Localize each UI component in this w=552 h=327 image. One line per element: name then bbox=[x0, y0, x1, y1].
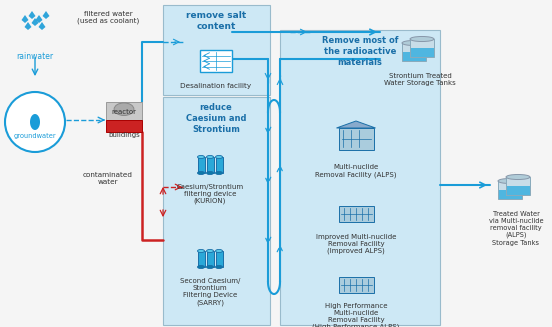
Text: buildings: buildings bbox=[108, 132, 140, 138]
Ellipse shape bbox=[206, 171, 214, 175]
Text: reactor: reactor bbox=[112, 109, 136, 115]
Text: Caesium/Strontium
filtering device
(KURION): Caesium/Strontium filtering device (KURI… bbox=[177, 184, 243, 204]
FancyBboxPatch shape bbox=[163, 5, 270, 95]
Text: Second Caesium/
Strontium
Filtering Device
(SARRY): Second Caesium/ Strontium Filtering Devi… bbox=[180, 278, 240, 305]
Text: reduce
Caesium and
Strontium: reduce Caesium and Strontium bbox=[186, 103, 246, 134]
Polygon shape bbox=[22, 15, 29, 23]
FancyBboxPatch shape bbox=[198, 157, 204, 173]
FancyBboxPatch shape bbox=[206, 157, 214, 173]
Circle shape bbox=[5, 92, 65, 152]
Ellipse shape bbox=[402, 41, 426, 45]
FancyBboxPatch shape bbox=[338, 206, 374, 222]
Polygon shape bbox=[43, 11, 50, 19]
Text: contaminated
water: contaminated water bbox=[83, 172, 133, 185]
FancyBboxPatch shape bbox=[215, 157, 222, 173]
FancyBboxPatch shape bbox=[338, 128, 374, 150]
Polygon shape bbox=[30, 114, 40, 130]
Polygon shape bbox=[39, 22, 45, 30]
FancyBboxPatch shape bbox=[106, 102, 142, 120]
Text: rainwater: rainwater bbox=[17, 52, 54, 61]
FancyBboxPatch shape bbox=[215, 251, 222, 267]
Polygon shape bbox=[35, 15, 43, 23]
Text: Desalination facility: Desalination facility bbox=[181, 83, 252, 89]
Text: Remove most of
the radioactive
materials: Remove most of the radioactive materials bbox=[322, 36, 398, 67]
Ellipse shape bbox=[206, 266, 214, 268]
Polygon shape bbox=[24, 22, 31, 30]
Polygon shape bbox=[402, 43, 426, 61]
FancyBboxPatch shape bbox=[338, 277, 374, 293]
FancyBboxPatch shape bbox=[280, 30, 440, 325]
Ellipse shape bbox=[215, 266, 222, 268]
Polygon shape bbox=[498, 181, 522, 199]
Ellipse shape bbox=[206, 155, 214, 159]
Ellipse shape bbox=[198, 250, 204, 252]
Ellipse shape bbox=[215, 250, 222, 252]
Ellipse shape bbox=[410, 37, 434, 42]
Polygon shape bbox=[411, 48, 433, 57]
Ellipse shape bbox=[114, 103, 134, 115]
Ellipse shape bbox=[198, 171, 204, 175]
Text: Strontium Treated
Water Storage Tanks: Strontium Treated Water Storage Tanks bbox=[384, 73, 456, 86]
Ellipse shape bbox=[198, 266, 204, 268]
Ellipse shape bbox=[215, 155, 222, 159]
Polygon shape bbox=[506, 177, 530, 195]
FancyBboxPatch shape bbox=[206, 251, 214, 267]
Text: Treated Water
via Multi-nuclide
removal facility
(ALPS)
Storage Tanks: Treated Water via Multi-nuclide removal … bbox=[489, 211, 543, 246]
FancyBboxPatch shape bbox=[106, 120, 142, 132]
Ellipse shape bbox=[206, 250, 214, 252]
Ellipse shape bbox=[498, 179, 522, 183]
Text: Multi-nuclide
Removal Facility (ALPS): Multi-nuclide Removal Facility (ALPS) bbox=[315, 164, 397, 178]
Polygon shape bbox=[337, 121, 375, 128]
Text: groundwater: groundwater bbox=[14, 133, 56, 139]
Ellipse shape bbox=[215, 171, 222, 175]
Polygon shape bbox=[507, 186, 529, 195]
Text: remove salt
content: remove salt content bbox=[186, 11, 246, 31]
Ellipse shape bbox=[198, 155, 204, 159]
Text: Improved Multi-nuclide
Removal Facility
(Improved ALPS): Improved Multi-nuclide Removal Facility … bbox=[316, 234, 396, 254]
Polygon shape bbox=[402, 52, 426, 60]
FancyBboxPatch shape bbox=[200, 50, 232, 72]
FancyBboxPatch shape bbox=[198, 251, 204, 267]
Polygon shape bbox=[29, 11, 35, 19]
Polygon shape bbox=[31, 18, 39, 26]
Ellipse shape bbox=[506, 175, 530, 180]
Polygon shape bbox=[410, 39, 434, 57]
Text: High Performance
Multi-nuclide
Removal Facility
(High Performance ALPS): High Performance Multi-nuclide Removal F… bbox=[312, 303, 400, 327]
FancyBboxPatch shape bbox=[163, 97, 270, 325]
Polygon shape bbox=[498, 190, 522, 198]
Text: filtered water
(used as coolant): filtered water (used as coolant) bbox=[77, 11, 139, 25]
